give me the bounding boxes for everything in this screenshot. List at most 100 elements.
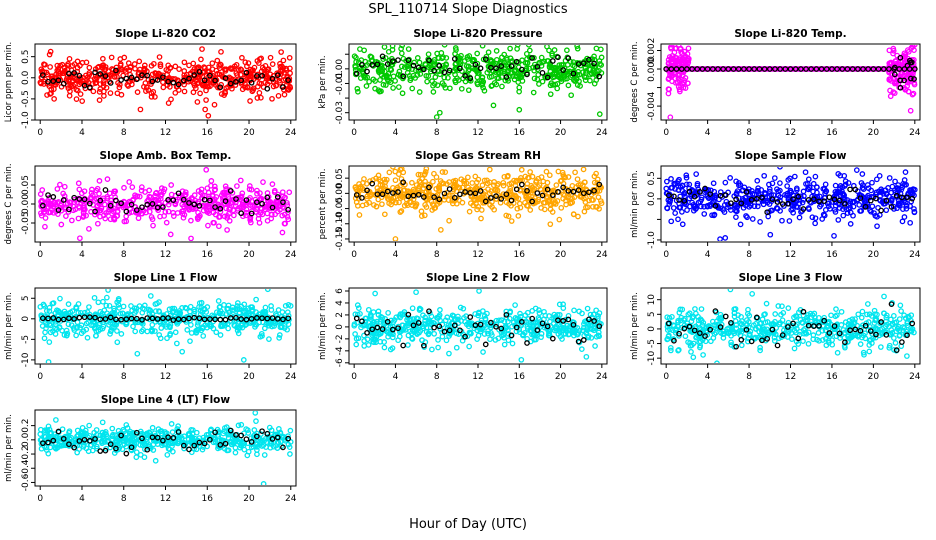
x-tick-label: 4	[393, 372, 399, 382]
data-point	[450, 313, 457, 319]
data-point	[123, 65, 130, 72]
data-point	[434, 50, 440, 57]
data-point	[530, 89, 537, 96]
data-point	[156, 54, 163, 60]
data-point	[106, 78, 113, 85]
data-point	[479, 45, 486, 49]
overlay-point	[722, 192, 729, 199]
data-point	[836, 66, 843, 72]
overlay-point	[379, 53, 386, 60]
data-point	[235, 330, 242, 337]
data-point	[181, 59, 188, 66]
chart-panel-5: Slope Gas Stream RH0 4 8 12 16 20 24-0.15-0.10…	[318, 150, 608, 260]
overlay-point	[534, 190, 541, 196]
data-point	[173, 198, 179, 205]
data-point	[869, 179, 875, 186]
x-tick-label: 12	[472, 250, 483, 260]
overlay-point	[844, 66, 851, 72]
overlay-point	[123, 208, 130, 215]
data-point	[47, 64, 53, 70]
overlay-point	[274, 315, 281, 322]
overlay-point	[390, 58, 396, 64]
y-tick-label: 0.00	[335, 59, 345, 79]
data-point	[591, 179, 598, 186]
data-point	[136, 58, 143, 65]
data-point	[243, 212, 249, 219]
overlay-point	[899, 194, 905, 201]
x-tick-label: 24	[596, 128, 608, 138]
overlay-point	[529, 198, 536, 205]
data-point	[167, 64, 174, 71]
y-tick-label: 0.0	[647, 191, 657, 206]
overlay-point	[513, 186, 520, 193]
overlay-point	[839, 66, 846, 72]
overlay-point	[227, 80, 234, 87]
data-point	[75, 215, 82, 222]
data-point	[587, 311, 594, 318]
data-point	[738, 321, 745, 328]
data-point	[544, 179, 551, 186]
data-point	[152, 308, 159, 314]
data-point	[433, 174, 440, 180]
data-point	[665, 86, 672, 92]
data-point	[876, 172, 883, 179]
overlay-point	[482, 341, 489, 348]
overlay-point	[472, 61, 479, 68]
data-point	[550, 200, 557, 207]
data-point	[911, 206, 917, 212]
data-point	[541, 206, 548, 213]
overlay-point	[772, 66, 778, 72]
overlay-point	[353, 70, 360, 77]
overlay-point	[720, 66, 727, 72]
data-point	[495, 335, 502, 342]
overlay-point	[426, 57, 432, 64]
overlay-point	[580, 60, 587, 67]
data-point	[500, 182, 507, 189]
data-point	[52, 331, 59, 337]
data-point	[874, 213, 880, 220]
overlay-point	[400, 73, 407, 80]
data-point	[675, 58, 682, 65]
data-point	[57, 181, 63, 188]
y-tick-label: 0	[335, 324, 345, 330]
data-point	[158, 325, 165, 331]
data-point	[383, 82, 389, 88]
data-point	[78, 322, 85, 329]
overlay-point	[410, 322, 417, 329]
overlay-point	[663, 66, 670, 72]
data-point	[202, 322, 209, 329]
data-point	[97, 86, 104, 92]
overlay-point	[462, 189, 468, 195]
data-point	[507, 45, 513, 52]
data-point	[479, 80, 486, 87]
data-point	[694, 180, 701, 187]
data-point	[190, 89, 197, 96]
data-point	[722, 66, 729, 72]
data-point	[831, 232, 837, 239]
data-point	[415, 171, 422, 178]
data-point	[701, 203, 707, 210]
data-point	[163, 219, 170, 226]
y-tick-label: -0.03	[335, 101, 345, 124]
data-point	[286, 54, 293, 61]
overlay-point	[248, 79, 255, 86]
overlay-point	[513, 324, 520, 331]
data-point	[65, 301, 72, 308]
data-point	[507, 55, 514, 62]
overlay-point	[735, 66, 742, 72]
overlay-point	[76, 196, 83, 202]
data-point	[281, 91, 288, 98]
data-point	[184, 327, 191, 333]
overlay-point	[508, 332, 515, 339]
data-point	[73, 86, 80, 93]
data-point	[64, 62, 71, 69]
x-tick-label: 16	[514, 372, 526, 382]
overlay-point	[180, 196, 187, 203]
y-tick-label: 0.002	[647, 38, 657, 64]
overlay-point	[170, 197, 177, 204]
data-point	[117, 61, 124, 67]
overlay-point	[259, 315, 265, 322]
data-point	[149, 71, 156, 78]
data-point	[397, 195, 404, 201]
data-point	[100, 323, 107, 330]
